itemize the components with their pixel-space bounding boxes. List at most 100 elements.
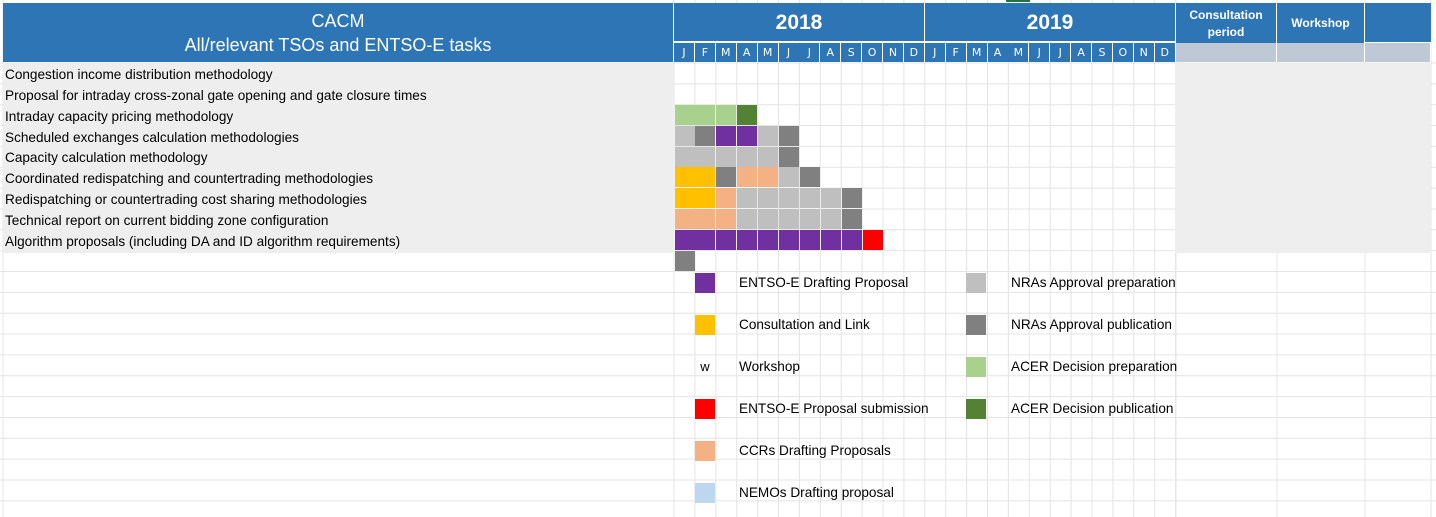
gantt-cell-nra_prep — [820, 188, 841, 209]
gantt-cell-consult — [674, 188, 695, 209]
gantt-cell-nra_prep — [674, 125, 695, 146]
legend-label-nra_pub: NRAs Approval publication — [1011, 317, 1172, 332]
gantt-cell-entsoe_draft — [737, 229, 758, 250]
gantt-cell-nra_prep — [779, 209, 799, 230]
gantt-cell-nra_prep — [758, 146, 779, 167]
legend-swatch-ccr_draft — [695, 441, 715, 461]
gantt-cell-nra_pub — [716, 167, 737, 188]
gantt-cell-nra_prep — [799, 209, 820, 230]
gantt-cell-nra_prep — [820, 209, 841, 230]
month-2018-4: M — [757, 43, 779, 62]
gantt-cell-ccr_draft — [674, 209, 695, 230]
gantt-cell-entsoe_draft — [779, 229, 799, 250]
gantt-cell-nra_pub — [841, 209, 862, 230]
gantt-cell-nra_prep — [674, 146, 695, 167]
legend-swatch-nra_pub — [966, 315, 986, 335]
year-2018-header: 2018 — [674, 3, 925, 42]
legend-swatch-consult — [695, 315, 715, 335]
legend-swatch-nra_prep — [966, 273, 986, 293]
task-label: Congestion income distribution methodolo… — [5, 67, 273, 82]
task-label: Redispatching or countertrading cost sha… — [5, 192, 367, 208]
gantt-cell-consult — [674, 167, 695, 188]
gantt-cell-nra_prep — [758, 209, 779, 230]
month-2019-8: S — [1092, 43, 1113, 62]
legend-label-workshop: Workshop — [739, 359, 800, 374]
month-2019-4: M — [1008, 43, 1030, 62]
gantt-cell-entsoe_draft — [820, 229, 841, 250]
month-2018-2: M — [715, 43, 737, 62]
month-2018-5: J — [778, 43, 800, 62]
legend-label-acer_pub: ACER Decision publication — [1011, 401, 1174, 416]
legend-workshop-symbol: w — [700, 359, 710, 374]
gantt-cell-acer_prep — [674, 104, 695, 125]
gantt-cell-nra_pub — [674, 250, 695, 271]
month-2018-11: D — [903, 43, 925, 62]
legend-label-entsoe_draft: ENTSO-E Drafting Proposal — [739, 275, 909, 290]
gantt-cell-ccr_draft — [737, 167, 758, 188]
month-2018-0: J — [674, 43, 695, 62]
task-label: Algorithm proposals (including DA and ID… — [5, 233, 401, 249]
month-2018-3: A — [736, 43, 758, 62]
legend-swatch-submission — [695, 399, 715, 419]
gantt-cell-entsoe_draft — [716, 125, 737, 146]
gantt-cell-nra_pub — [779, 125, 799, 146]
gantt-cell-entsoe_draft — [737, 125, 758, 146]
year-2019-header: 2019 — [925, 3, 1176, 42]
gantt-cell-acer_prep — [716, 104, 737, 125]
selected-column-marker — [1006, 0, 1030, 2]
gantt-cell-nra_prep — [737, 146, 758, 167]
gantt-cell-nra_prep — [716, 146, 737, 167]
gantt-cell-entsoe_draft — [695, 229, 716, 250]
gantt-cell-nra_prep — [695, 146, 716, 167]
legend-swatch-entsoe_draft — [695, 273, 715, 293]
gantt-cell-nra_prep — [779, 167, 799, 188]
gantt-cell-entsoe_draft — [716, 229, 737, 250]
gantt-cell-nra_prep — [779, 188, 799, 209]
gantt-cell-entsoe_draft — [841, 229, 862, 250]
gantt-cell-nra_pub — [799, 167, 820, 188]
month-2019-6: J — [1050, 43, 1072, 62]
gantt-cell-consult — [695, 167, 716, 188]
gantt-cell-nra_prep — [758, 188, 779, 209]
task-label: Capacity calculation methodology — [5, 150, 208, 166]
gantt-cell-nra_prep — [737, 209, 758, 230]
legend-label-submission: ENTSO-E Proposal submission — [739, 401, 929, 416]
legend-label-consult: Consultation and Link — [739, 317, 870, 332]
gantt-cell-entsoe_draft — [799, 229, 820, 250]
page-title: CACM All/relevant TSOs and ENTSO-E tasks — [3, 3, 674, 62]
legend-label-acer_prep: ACER Decision preparation — [1011, 359, 1178, 374]
gantt-cell-acer_prep — [695, 104, 716, 125]
gantt-cell-submission — [862, 229, 883, 250]
consultation-subheader — [1176, 43, 1277, 62]
task-label: Technical report on current bidding zone… — [5, 212, 329, 228]
consultation-workshop-area — [1175, 63, 1431, 253]
gantt-cell-nra_pub — [695, 125, 716, 146]
month-2019-7: A — [1071, 43, 1093, 62]
month-2018-6: J — [799, 43, 821, 62]
month-2018-10: N — [883, 43, 904, 62]
month-2018-1: F — [694, 43, 716, 62]
legend-swatch-nemo_draft — [695, 483, 715, 503]
consultation-line-2: period — [1207, 25, 1245, 39]
gantt-cell-acer_pub — [737, 104, 758, 125]
gantt-cell-nra_prep — [737, 188, 758, 209]
empty-subheader — [1365, 43, 1431, 62]
gantt-cell-nra_prep — [799, 188, 820, 209]
month-2019-9: O — [1112, 43, 1134, 62]
task-label: Coordinated redispatching and countertra… — [5, 171, 374, 187]
month-2019-11: D — [1154, 43, 1176, 62]
gantt-cell-entsoe_draft — [758, 229, 779, 250]
title-line-2: All/relevant TSOs and ENTSO-E tasks — [184, 35, 492, 55]
empty-header-cell — [1365, 3, 1431, 42]
legend-swatch-acer_pub — [966, 399, 986, 419]
month-2018-8: S — [841, 43, 863, 62]
gantt-cell-ccr_draft — [695, 209, 716, 230]
month-2019-10: N — [1133, 43, 1155, 62]
gantt-cell-ccr_draft — [716, 188, 737, 209]
month-2019-0: J — [924, 43, 946, 62]
task-label: Scheduled exchanges calculation methodol… — [5, 129, 299, 145]
month-2019-1: F — [945, 43, 967, 62]
month-2019-2: M — [966, 43, 988, 62]
gantt-cell-entsoe_draft — [674, 229, 695, 250]
month-2018-9: O — [862, 43, 884, 62]
